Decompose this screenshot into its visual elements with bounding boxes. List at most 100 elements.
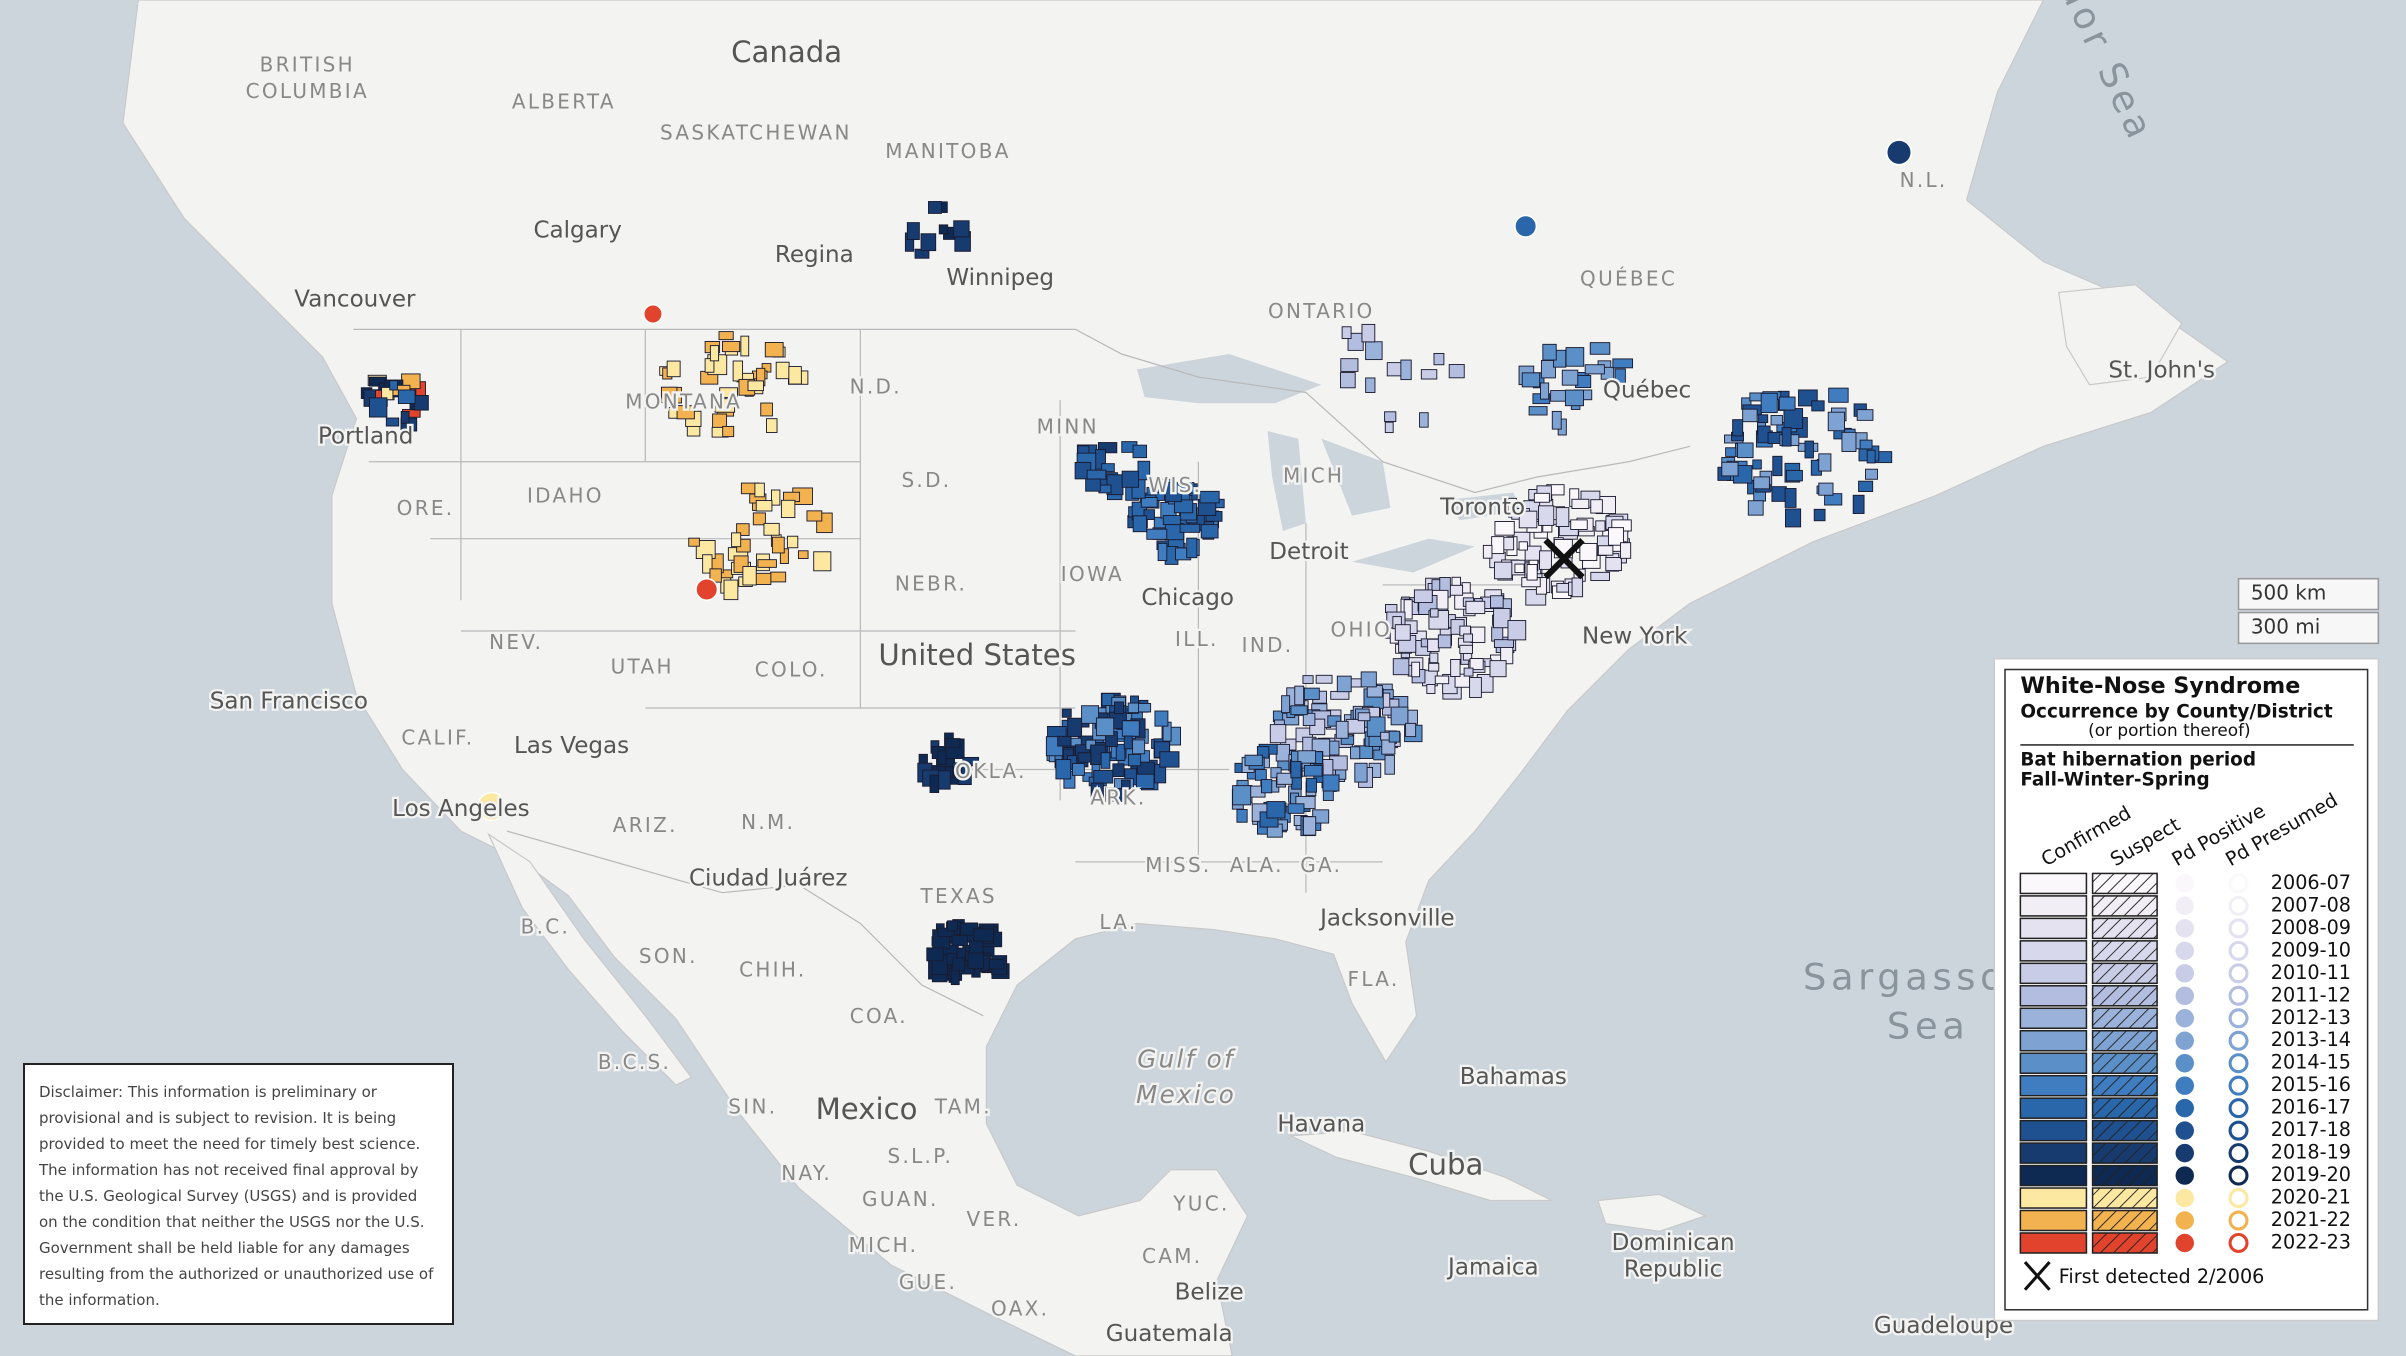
scale-label: 500 km bbox=[2251, 581, 2326, 605]
county bbox=[1112, 763, 1125, 778]
legend-swatch-confirmed bbox=[2019, 917, 2088, 940]
county bbox=[1841, 431, 1857, 452]
place-label: SIN. bbox=[728, 1095, 777, 1119]
county bbox=[1361, 323, 1376, 343]
county bbox=[1551, 410, 1562, 430]
county bbox=[1290, 760, 1302, 779]
place-label: CHIH. bbox=[739, 958, 806, 982]
county bbox=[1469, 677, 1482, 698]
county bbox=[1173, 499, 1194, 514]
place-label: Republic bbox=[1624, 1256, 1722, 1282]
place-label: Mexico bbox=[816, 1092, 918, 1126]
county bbox=[1772, 455, 1783, 477]
county bbox=[1811, 400, 1825, 412]
county-layer bbox=[360, 139, 1913, 986]
county bbox=[1315, 674, 1333, 684]
cuba bbox=[1288, 1130, 1553, 1202]
county bbox=[1085, 478, 1101, 492]
county bbox=[1403, 599, 1413, 620]
county bbox=[1542, 343, 1557, 361]
county bbox=[1081, 705, 1099, 724]
legend-swatch-confirmed bbox=[2019, 1074, 2088, 1097]
baja bbox=[487, 832, 693, 1086]
county bbox=[709, 345, 720, 362]
county bbox=[1612, 358, 1634, 369]
place-label: NAY. bbox=[781, 1161, 832, 1185]
great-lakes bbox=[1136, 353, 1522, 573]
place-label: Jacksonville bbox=[1318, 905, 1455, 931]
county bbox=[660, 386, 678, 404]
county bbox=[1093, 770, 1114, 784]
county bbox=[1392, 658, 1410, 676]
county bbox=[752, 512, 766, 526]
county bbox=[1097, 442, 1118, 454]
county-dot bbox=[695, 577, 719, 602]
county bbox=[760, 402, 773, 417]
county bbox=[1721, 461, 1739, 477]
place-label: MONTANA bbox=[625, 390, 742, 414]
county bbox=[1770, 415, 1783, 426]
legend-pd-positive bbox=[2175, 1166, 2194, 1185]
legend-pd-positive bbox=[2175, 874, 2194, 893]
legend-pd-presumed bbox=[2228, 1053, 2249, 1074]
legend-year: 2010-11 bbox=[2271, 961, 2351, 984]
place-label: IND. bbox=[1242, 633, 1294, 657]
county bbox=[1771, 486, 1787, 502]
place-label: Belize bbox=[1175, 1279, 1244, 1305]
county bbox=[702, 554, 713, 574]
legend-swatch-confirmed bbox=[2019, 1052, 2088, 1074]
legend-year: 2020-21 bbox=[2271, 1186, 2351, 1209]
county bbox=[788, 366, 802, 385]
legend-swatch-confirmed bbox=[2019, 1007, 2088, 1030]
legend-swatch-confirmed bbox=[2019, 895, 2088, 917]
county bbox=[1784, 488, 1797, 508]
legend-pd-presumed bbox=[2228, 1008, 2249, 1029]
place-label: BRITISH bbox=[260, 53, 355, 77]
county bbox=[806, 510, 823, 522]
county bbox=[1426, 684, 1436, 694]
county bbox=[721, 340, 741, 353]
county bbox=[1420, 369, 1438, 380]
legend-pd-presumed bbox=[2228, 873, 2249, 894]
county bbox=[1518, 541, 1528, 551]
county bbox=[1232, 785, 1252, 806]
place-label: N.D. bbox=[850, 374, 902, 398]
county bbox=[666, 360, 681, 378]
legend-period-title: Bat hibernation period bbox=[2020, 749, 2256, 770]
county bbox=[1287, 803, 1305, 814]
legend-note: (or portion thereof) bbox=[2088, 720, 2251, 740]
place-label: Québec bbox=[1603, 377, 1691, 403]
county bbox=[764, 342, 784, 358]
legend-pd-presumed bbox=[2228, 985, 2249, 1006]
land bbox=[122, 0, 2229, 1356]
county bbox=[1340, 358, 1359, 372]
county bbox=[1339, 372, 1356, 389]
county bbox=[1336, 675, 1352, 693]
county bbox=[1507, 620, 1527, 641]
county bbox=[1493, 608, 1511, 629]
county bbox=[1752, 459, 1762, 470]
county-dot bbox=[1885, 139, 1913, 166]
county bbox=[413, 395, 429, 411]
county bbox=[1061, 708, 1072, 718]
county bbox=[1781, 427, 1792, 447]
county bbox=[1057, 735, 1072, 747]
county bbox=[704, 358, 715, 373]
county bbox=[1413, 589, 1433, 604]
legend-swatch-hatch bbox=[2092, 1053, 2158, 1074]
place-label: ARK. bbox=[1090, 785, 1146, 809]
county bbox=[1865, 468, 1878, 480]
county bbox=[1132, 515, 1147, 533]
legend-pd-positive bbox=[2175, 1031, 2194, 1050]
county bbox=[1275, 743, 1290, 762]
county bbox=[1500, 646, 1514, 665]
county bbox=[929, 774, 940, 793]
county bbox=[1260, 779, 1273, 794]
county bbox=[1564, 389, 1584, 407]
newfoundland bbox=[2058, 284, 2183, 386]
county bbox=[1341, 326, 1352, 339]
legend-swatch-hatch bbox=[2092, 1075, 2158, 1096]
legend-swatch-hatch bbox=[2092, 940, 2158, 961]
county bbox=[1732, 419, 1744, 437]
